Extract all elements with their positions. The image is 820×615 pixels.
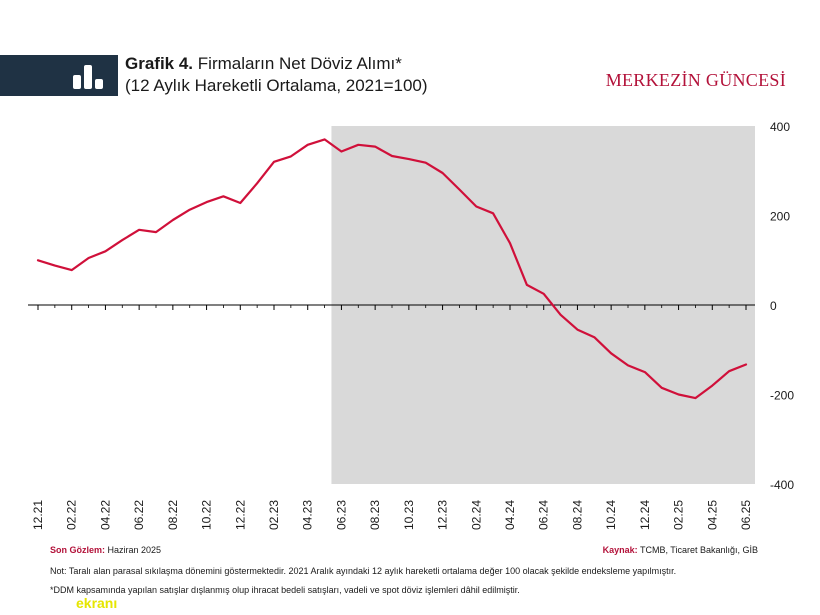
source-block: Kaynak: TCMB, Ticaret Bakanlığı, GİB (603, 545, 758, 555)
y-tick-label: 200 (770, 210, 790, 224)
x-tick-label: 10.23 (402, 500, 416, 530)
x-tick-label: 02.24 (469, 500, 483, 530)
x-tick-label: 08.23 (368, 500, 382, 530)
x-tick-label: 10.24 (604, 500, 618, 530)
chart-title-block: Grafik 4. Firmaların Net Döviz Alımı* (1… (125, 53, 428, 97)
x-tick-label: 04.23 (301, 500, 315, 530)
x-tick-label: 08.22 (166, 500, 180, 530)
y-tick-label: 400 (770, 120, 790, 134)
x-tick-label: 02.22 (65, 500, 79, 530)
y-tick-label: -400 (770, 478, 794, 492)
x-tick-label: 10.22 (200, 500, 214, 530)
x-tick-label: 06.23 (334, 500, 348, 530)
x-tick-label: 04.24 (503, 500, 517, 530)
x-tick-label: 08.24 (570, 500, 584, 530)
series-line (36, 138, 748, 400)
x-tick-label: 12.22 (233, 500, 247, 530)
chart-subtitle: (12 Aylık Hareketli Ortalama, 2021=100) (125, 76, 428, 95)
x-tick-label: 02.25 (672, 500, 686, 530)
x-tick-label: 06.24 (537, 500, 551, 530)
x-tick-label: 06.22 (132, 500, 146, 530)
footer-footnote: *DDM kapsamında yapılan satışlar dışlanm… (50, 585, 520, 595)
chart-title-bold: Grafik 4. (125, 54, 194, 73)
last-observation-label: Son Gözlem: (50, 545, 106, 555)
chart-title: Firmaların Net Döviz Alımı* (197, 54, 402, 73)
line-chart: 12.21 02.22 04.22 06.22 08.22 10.22 12.22 02.23… (28, 120, 794, 530)
watermark-text: ekranı (76, 595, 118, 611)
source-value: TCMB, Ticaret Bakanlığı, GİB (639, 545, 758, 555)
footer-note: Not: Taralı alan parasal sıkılaşma dönem… (50, 566, 677, 576)
y-tick-label: -200 (770, 389, 794, 403)
brand-logo-text: MERKEZİN GÜNCESİ (605, 70, 786, 90)
bar-chart-icon (73, 65, 103, 89)
source-label: Kaynak: (602, 545, 638, 555)
header-bar (0, 55, 118, 96)
x-tick-label: 12.23 (436, 500, 450, 530)
y-tick-label: 0 (770, 299, 777, 313)
x-tick-label: 06.25 (739, 500, 753, 530)
last-observation-value: Haziran 2025 (107, 545, 162, 555)
x-tick-label: 02.23 (267, 500, 281, 530)
x-tick-label: 04.22 (98, 500, 112, 530)
footer-meta: Son Gözlem: Haziran 2025 Kaynak: TCMB, T… (50, 545, 758, 555)
x-tick-label: 12.21 (31, 500, 45, 530)
x-tick-label: 12.24 (638, 500, 652, 530)
x-tick-label: 04.25 (705, 500, 719, 530)
